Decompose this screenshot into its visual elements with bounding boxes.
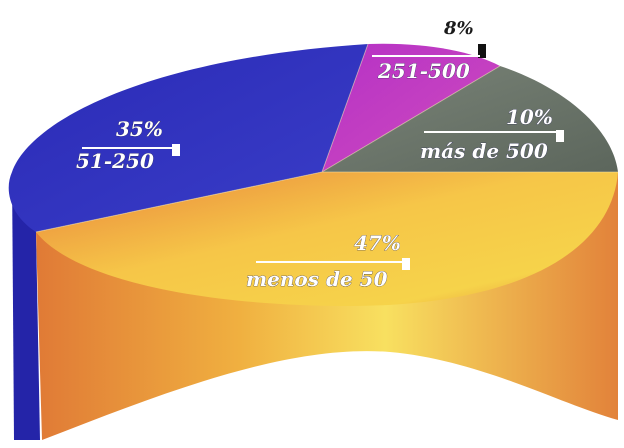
label-box-8 (478, 44, 486, 58)
slice-mas-de-500 (322, 66, 618, 172)
slice-51-250 (8, 44, 369, 232)
side-wall-blue (12, 172, 40, 440)
category-label-251-500: 251-500 (377, 59, 470, 83)
category-label-51-250: 51-250 (76, 149, 154, 173)
percent-label-10: 10% (506, 105, 553, 129)
percent-label-8: 8% (443, 18, 474, 39)
category-label-menos-de-50: menos de 50 (246, 267, 388, 291)
percent-label-35: 35% (116, 117, 163, 141)
slice-menos-de-50 (36, 172, 618, 306)
label-box-10 (556, 130, 564, 142)
label-box-35 (172, 144, 180, 156)
category-label-mas-de-500: más de 500 (420, 139, 548, 163)
slice-251-500 (322, 43, 500, 172)
slice-separators (35, 43, 618, 233)
percent-label-47: 47% (354, 231, 401, 255)
label-box-47 (402, 258, 410, 270)
